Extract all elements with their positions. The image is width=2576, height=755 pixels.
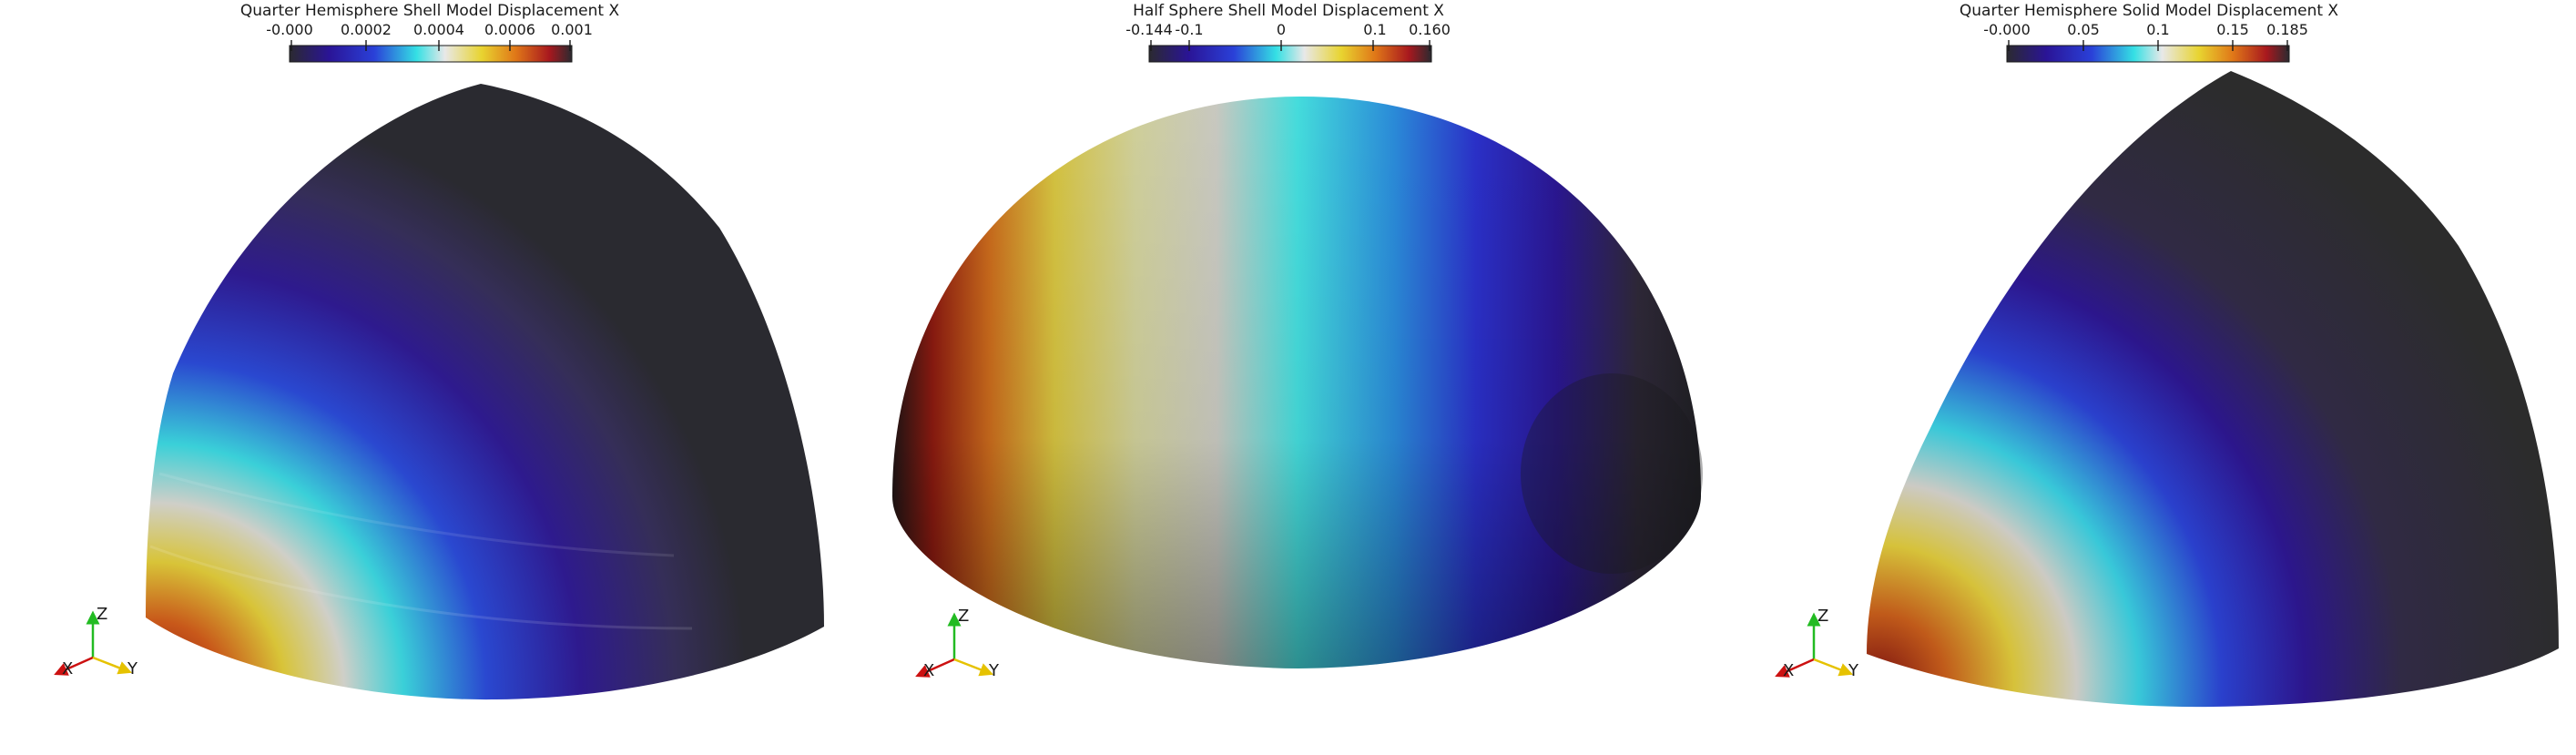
colorbar-tick-label: 0.0004 xyxy=(413,21,464,38)
panel-quarter-solid: Quarter Hemisphere Solid Model Displacem… xyxy=(1775,2,2559,708)
shadow-region xyxy=(1521,373,1703,574)
colorbar-ticks xyxy=(290,40,571,51)
colorbar-tick-label: -0.1 xyxy=(1175,21,1203,38)
colorbar-gradient xyxy=(1148,45,1432,63)
axis-label-x: X xyxy=(923,661,934,680)
colorbar-tick-label: -0.144 xyxy=(1125,21,1173,38)
colorbar-tick-label: 0.160 xyxy=(1409,21,1451,38)
colorbar-tick-label: -0.000 xyxy=(266,21,313,38)
panel-half-shell: Half Sphere Shell Model Displacement X -… xyxy=(892,2,1703,680)
orientation-axes: Z X Y xyxy=(915,607,1000,680)
orientation-axes: Z X Y xyxy=(54,605,138,678)
colorbar-tick-label: 0.001 xyxy=(551,21,593,38)
colorbar-tick-label: 0.15 xyxy=(2216,21,2249,38)
panel-quarter-shell: Quarter Hemisphere Shell Model Displacem… xyxy=(54,2,824,700)
colorbar-tick-label: 0.185 xyxy=(2266,21,2308,38)
axis-label-y: Y xyxy=(988,661,1000,680)
colorbar-tick-label: -0.000 xyxy=(1983,21,2031,38)
colorbar: Half Sphere Shell Model Displacement X -… xyxy=(1125,2,1451,63)
colorbar-tick-label: 0.1 xyxy=(1363,21,1386,38)
axis-label-y: Y xyxy=(127,659,138,678)
axis-label-z: Z xyxy=(97,605,107,624)
colorbar-tick-label: 0.05 xyxy=(2067,21,2100,38)
half-sphere-shading xyxy=(892,96,1702,669)
quarter-shell-surface xyxy=(146,84,824,700)
colorbar-tick-label: 0.0006 xyxy=(484,21,535,38)
shell-mesh-band xyxy=(149,545,693,630)
colorbar-tick-label: 0.0002 xyxy=(341,21,392,38)
colorbar-title: Quarter Hemisphere Solid Model Displacem… xyxy=(1960,2,2339,20)
colorbar-tick-label: 0 xyxy=(1277,21,1286,38)
axis-label-z: Z xyxy=(1817,607,1828,626)
colorbar-tick-label: 0.1 xyxy=(2146,21,2169,38)
axis-label-x: X xyxy=(62,659,73,678)
colorbar-title: Half Sphere Shell Model Displacement X xyxy=(1133,2,1444,20)
colorbar-ticks xyxy=(1150,40,1431,51)
colorbar: Quarter Hemisphere Solid Model Displacem… xyxy=(1960,2,2339,63)
axis-label-y: Y xyxy=(1848,661,1859,680)
colorbar-ticks xyxy=(2008,40,2288,51)
axis-label-z: Z xyxy=(958,607,969,626)
colorbar-gradient xyxy=(2006,45,2290,63)
orientation-axes: Z X Y xyxy=(1775,607,1859,680)
shell-mesh-band xyxy=(158,472,675,557)
colorbar-title: Quarter Hemisphere Shell Model Displacem… xyxy=(240,2,620,20)
quarter-solid-surface xyxy=(1867,71,2559,708)
colorbar: Quarter Hemisphere Shell Model Displacem… xyxy=(240,2,620,63)
axis-label-x: X xyxy=(1783,661,1794,680)
colorbar-gradient xyxy=(289,45,573,63)
